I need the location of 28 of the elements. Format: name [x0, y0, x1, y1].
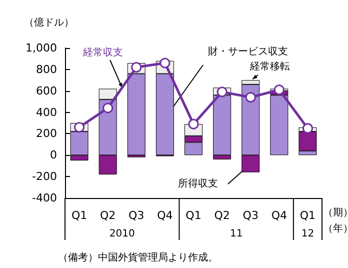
x-tick-label: Q4: [271, 209, 288, 222]
text: 財・サービス収支: [208, 46, 288, 58]
series-label: 経常収支: [82, 46, 123, 58]
x-tick-label: Q4: [157, 209, 173, 222]
y-tick-label: 400: [36, 106, 57, 119]
text: 12: [301, 228, 314, 240]
y-axis-title: （億ドル）: [24, 16, 74, 28]
y-tick-label: -400: [32, 192, 57, 204]
x-tick-label: Q1: [186, 209, 202, 222]
text: 11: [230, 228, 243, 240]
y-tick-label: 200: [36, 127, 57, 140]
y-tick-label: 1,000: [26, 42, 57, 54]
series-label: 経常移転: [249, 60, 290, 72]
x-tick-label: Q3: [242, 209, 258, 222]
x-tick-label: Q3: [128, 209, 144, 222]
x-tick-label: Q2: [100, 209, 116, 222]
x-axis-title: （期）: [323, 206, 348, 218]
x-tick-label: Q1: [71, 209, 88, 222]
series-label: 所得収支: [178, 178, 218, 190]
text: 2010: [109, 228, 135, 240]
y-tick-label: 0: [50, 148, 57, 162]
x-tick-label: Q1: [300, 209, 316, 222]
y-tick-label: 600: [36, 84, 57, 98]
y-tick-label: 800: [36, 62, 57, 76]
x-tick-label: Q2: [214, 209, 230, 222]
text: （備考）中国外貨管理局より作成。: [58, 252, 218, 264]
y-tick-label: -200: [32, 170, 57, 184]
text: （年）: [323, 222, 348, 234]
